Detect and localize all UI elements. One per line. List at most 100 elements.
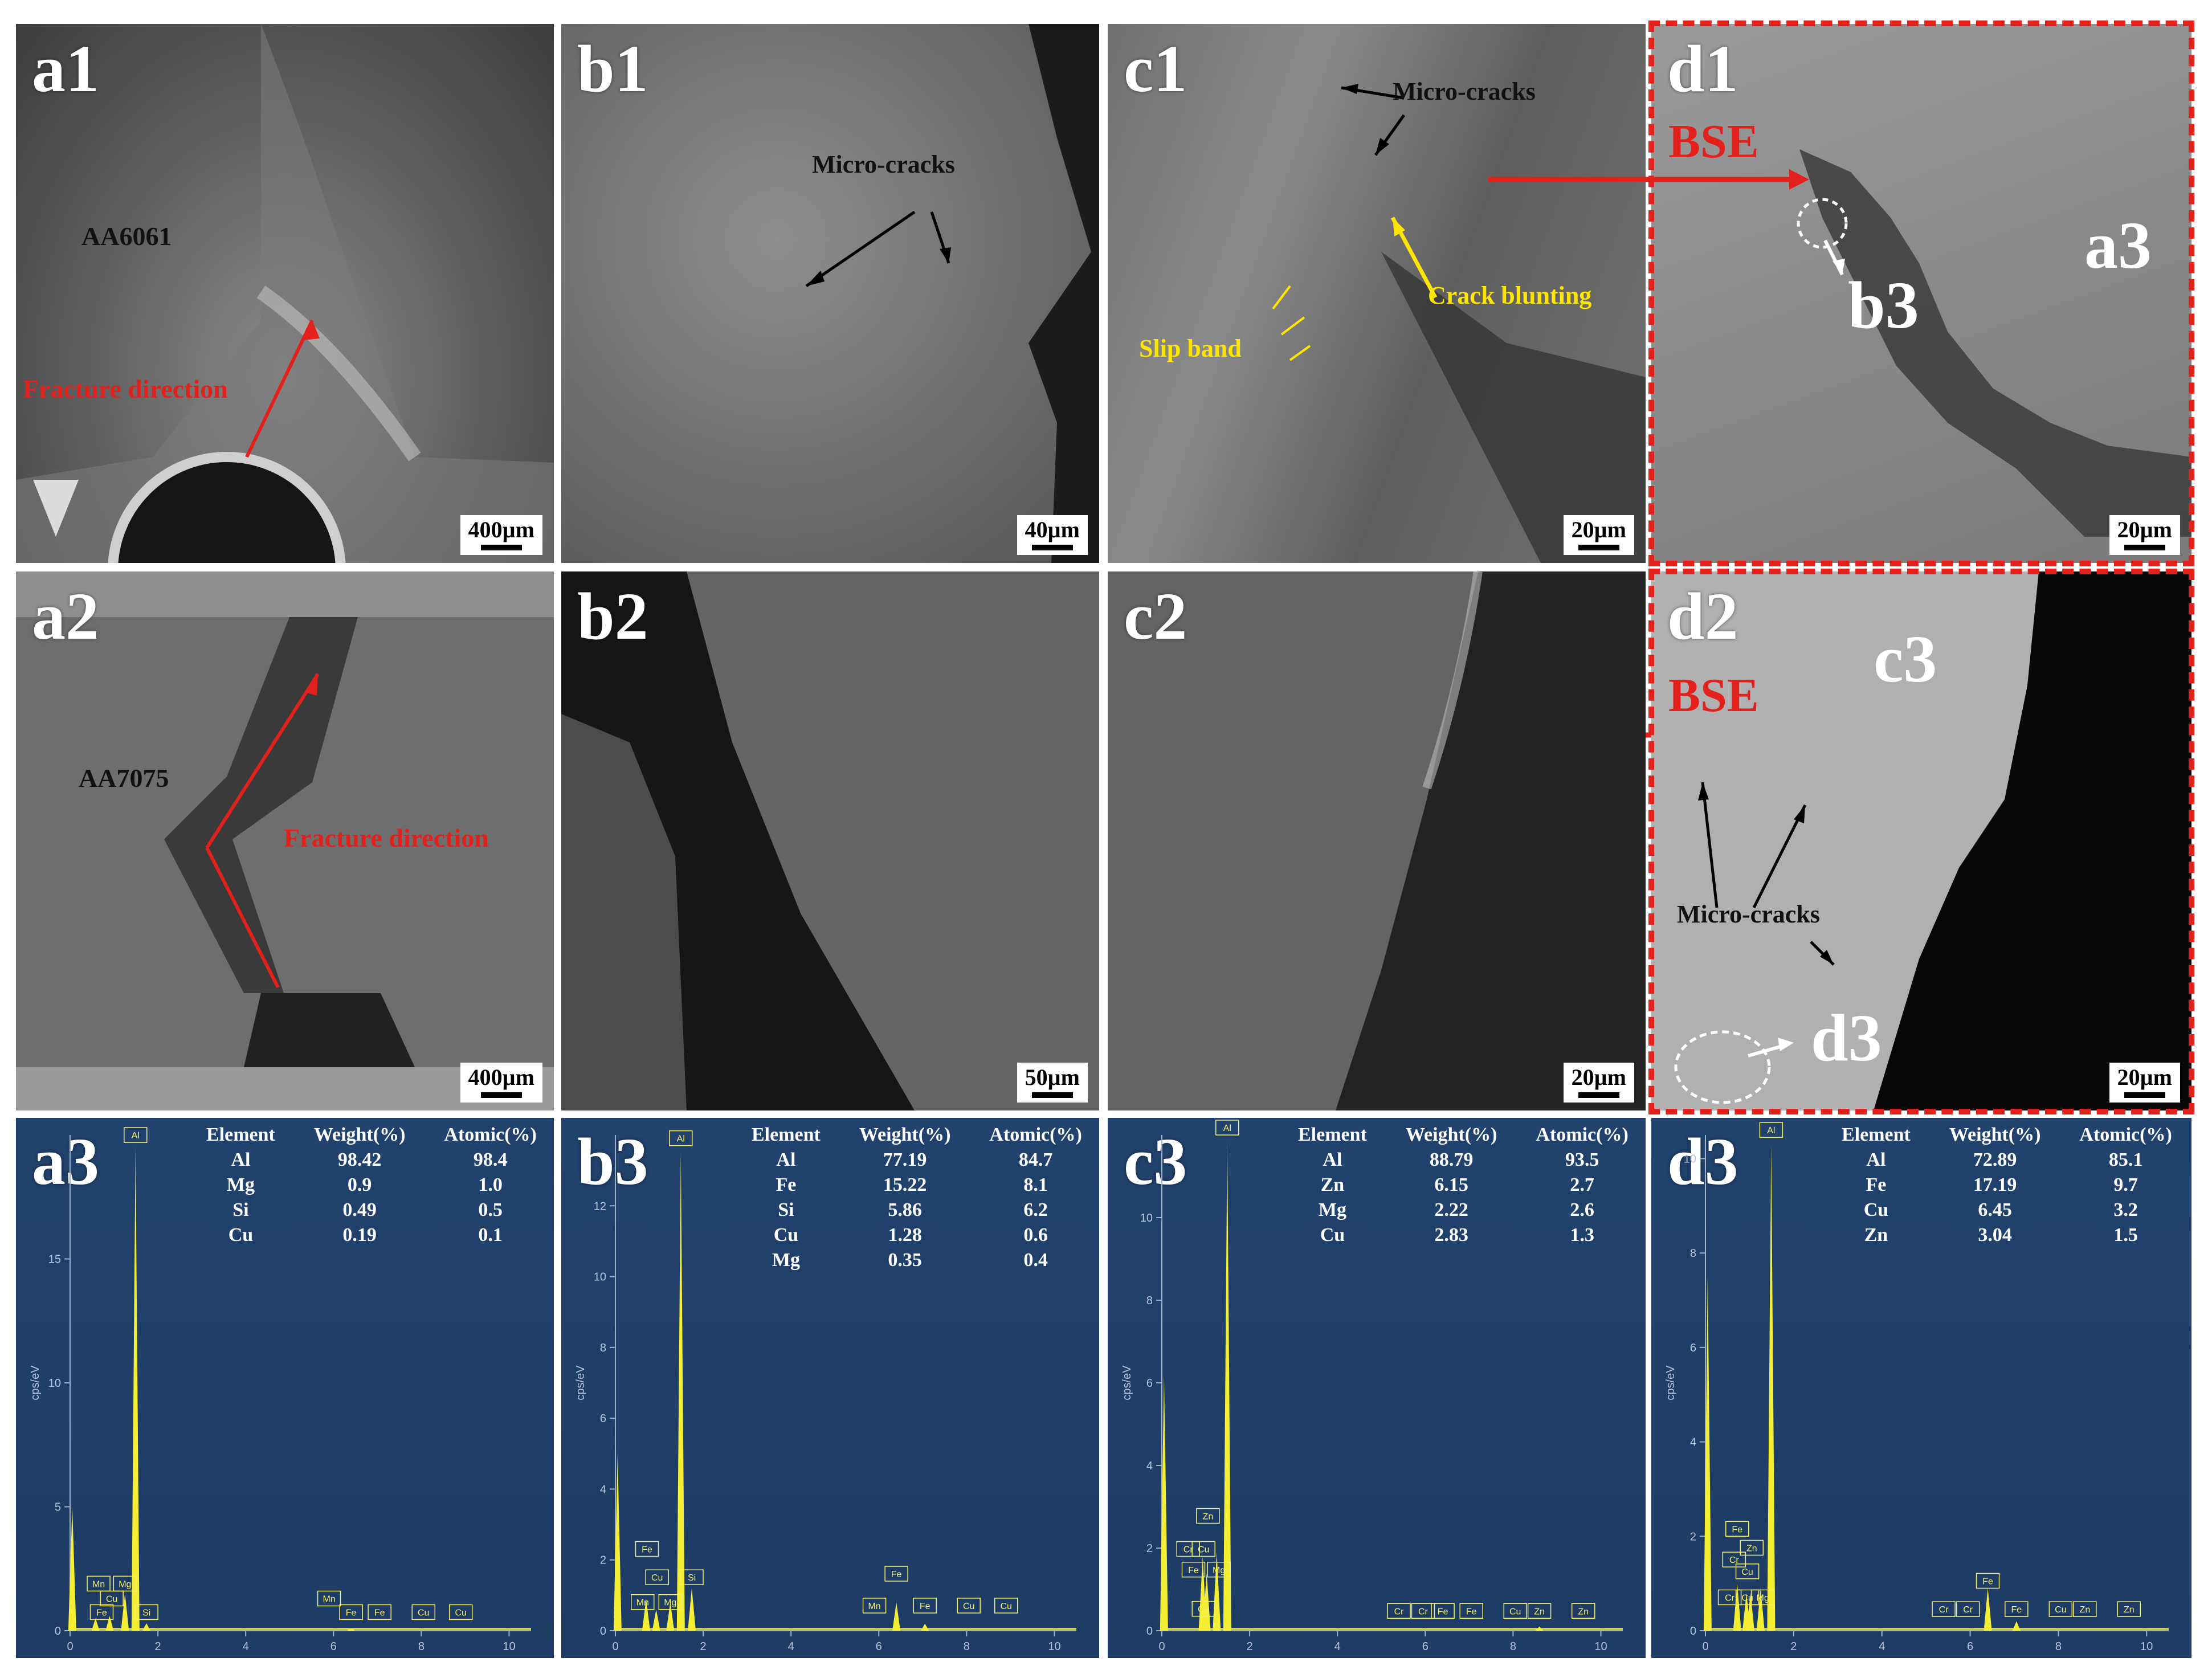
cell: 88.79 [1429,1149,1474,1170]
peak-tag-label: Fe [1982,1577,1993,1586]
cell: 0.5 [478,1199,503,1220]
peak-tag-box [680,1569,704,1585]
cell: 6.2 [1023,1199,1048,1220]
cell: 72.89 [1973,1149,2017,1170]
x-tick-label: 0 [1158,1640,1165,1653]
header-weight: Weight(%) [1405,1124,1497,1145]
table-row: Al 77.19 84.7 [732,1148,1099,1173]
peak-tag: Fe [2005,1601,2029,1617]
peak-tag-box [2117,1601,2141,1617]
eds-panel-d3: d3 Element Weight(%) Atomic(%) Al 72.89 85… [1651,1118,2191,1658]
x-tick-label: 2 [700,1640,707,1653]
peak-tag: Cu [1503,1603,1527,1619]
cell: 98.4 [473,1149,508,1170]
peak-tag: Cr [1176,1541,1200,1557]
panel-label-c3: c3 [1124,1124,1187,1199]
peak-tag-label: Mg [119,1579,131,1589]
peak-tag-label: Fe [96,1608,107,1618]
peak-tag: Mn [862,1598,887,1614]
cell: Mg [1318,1199,1346,1220]
peak-tag: Zn [2073,1601,2097,1617]
peak-tag: Fe [1459,1603,1483,1619]
cell: Cu [1863,1199,1889,1220]
header-weight: Weight(%) [1949,1124,2041,1145]
panel-label-c2: c2 [1124,579,1187,654]
table-row: Si 5.86 6.2 [732,1198,1099,1223]
spectrum-peak [91,1618,100,1631]
peak-tag-box [2073,1601,2097,1617]
scale-bar-line [2124,545,2165,550]
cell: 0.4 [1023,1250,1048,1271]
cell: Si [232,1199,249,1220]
spectrum-peak [1213,1552,1221,1631]
b2-sketch [561,571,915,1110]
scale-bar-line [2124,1092,2165,1098]
panel-label-b3: b3 [577,1124,648,1199]
peak-tag: Cr [1932,1601,1956,1617]
peak-tag-label: Cr [1729,1555,1740,1565]
y-tick-label: 10 [48,1377,61,1390]
peak-tag-label: Al [1767,1126,1775,1136]
peak-tag-box [1725,1521,1749,1537]
table-row: Mg 0.9 1.0 [187,1173,554,1198]
y-tick-label: 8 [1146,1295,1153,1307]
header-element: Element [752,1124,821,1145]
cell: 6.15 [1434,1174,1468,1195]
y-axis-label: cps/eV [1664,1365,1677,1401]
spectrum-peak [1756,1588,1765,1631]
panel-label-d3: d3 [1667,1124,1738,1199]
panel-b1: b1 Micro-cracks 40µm [561,24,1099,563]
peak-tag-label: Fe [891,1570,902,1579]
peak-tag: Mn [317,1590,341,1607]
scale-bar-b2: 50µm [1017,1063,1088,1103]
x-tick-label: 4 [1334,1640,1341,1653]
peak-tag: Mg [658,1594,683,1610]
peak-tag: Cu [1735,1563,1760,1579]
peak-tag-label: Fe [1438,1607,1448,1616]
y-tick-label: 15 [48,1254,61,1266]
y-tick-label: 4 [1146,1460,1153,1472]
peak-tag: Cr [1717,1589,1742,1606]
d2-highlight-frame [1648,569,2194,1114]
spectrum-peak [121,1593,129,1631]
peak-tag-label: Zn [1534,1607,1545,1616]
peak-tag-box [317,1590,341,1607]
y-axis-label: cps/eV [1121,1365,1133,1401]
cell: 17.19 [1973,1174,2017,1195]
table-row: Cu 1.28 0.6 [732,1223,1099,1248]
y-tick-label: 4 [600,1483,606,1496]
peak-tag: Mn [631,1594,655,1610]
scale-bar-line [1031,1092,1073,1098]
peak-tag-label: Zn [2124,1605,2135,1615]
x-tick-label: 2 [155,1640,161,1653]
cell: Al [1866,1149,1886,1170]
peak-tag-label: Zn [1578,1607,1589,1616]
peak-tag-box [862,1598,887,1614]
d2-sketch [1674,571,2191,1110]
scale-bar-d1: 20µm [2109,515,2180,555]
eds-panel-c3: c3 Element Weight(%) Atomic(%) Al 88.79 93… [1108,1118,1646,1658]
peak-tag-label: Zn [1203,1512,1214,1522]
peak-tag-box [1722,1551,1746,1567]
x-tick-label: 4 [243,1640,249,1653]
peak-tag: Cu [957,1598,981,1614]
spectrum-peak [105,1615,114,1631]
peak-tag-label: Zn [2080,1605,2091,1615]
peak-tag-label: Si [688,1573,696,1583]
c2-sketch [1336,571,1646,1110]
peak-tag: Cu [100,1590,124,1607]
cell: 0.49 [342,1199,377,1220]
spectrum-peak [642,1599,650,1631]
table-row: Fe 17.19 9.7 [1822,1173,2191,1198]
peak-tag: Zn [2117,1601,2141,1617]
peak-tag-box [113,1575,137,1592]
cell: 0.35 [888,1250,922,1271]
spectrum-peak [892,1602,901,1631]
cell: 2.6 [1570,1199,1594,1220]
spectrum-peak [131,1147,140,1631]
peak-tag: Al [124,1127,148,1143]
peak-tag: Cu [994,1598,1018,1614]
slip-band-label: Slip band [1139,334,1242,362]
peak-tag-label: Fe [1466,1607,1477,1616]
